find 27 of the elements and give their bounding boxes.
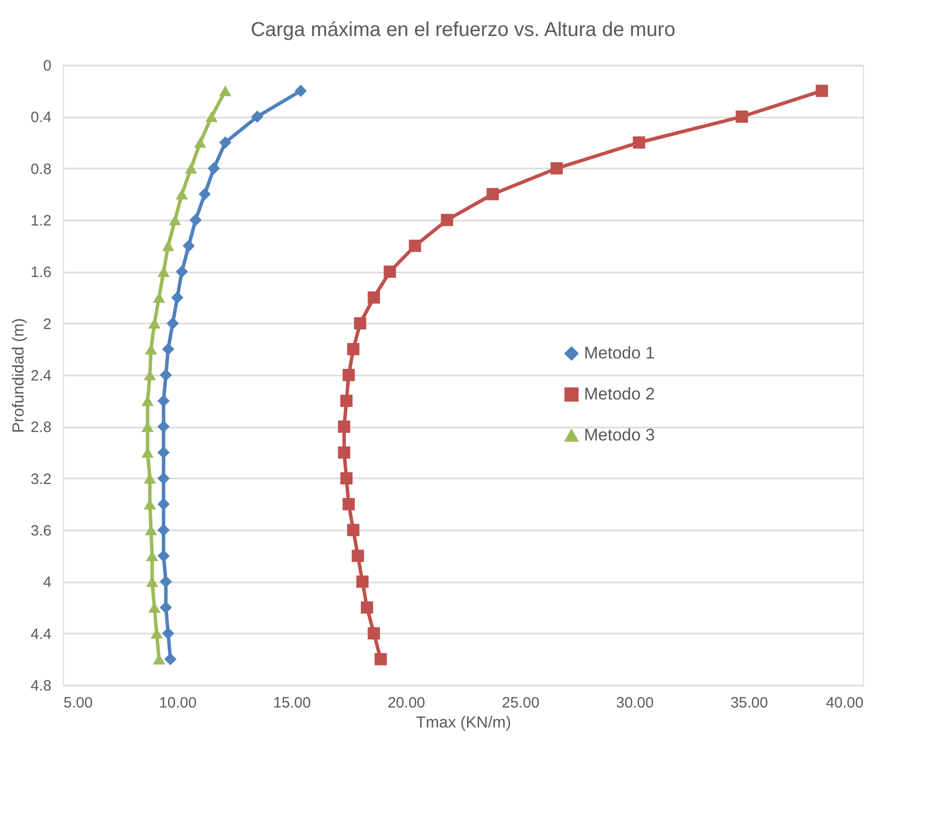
y-tick-label: 3.2 xyxy=(30,470,52,488)
y-axis-title: Profundidad (m) xyxy=(10,318,28,433)
y-tick-label: 3.6 xyxy=(30,522,52,540)
legend-label: Metodo 1 xyxy=(584,344,655,362)
x-tick-label: 40.00 xyxy=(826,694,864,712)
y-tick-label: 0.4 xyxy=(30,109,52,126)
legend-label: Metodo 2 xyxy=(584,384,655,404)
x-tick-label: 20.00 xyxy=(388,694,426,712)
y-tick-label: 4.4 xyxy=(30,626,52,643)
y-tick-label: 0.8 xyxy=(30,160,52,178)
y-tick-label: 2.4 xyxy=(30,368,52,384)
x-axis-title: Tmax (KN/m) xyxy=(416,714,512,732)
y-tick-label: 4.8 xyxy=(30,678,52,694)
y-tick-label: 4 xyxy=(43,574,52,592)
x-tick-label: 15.00 xyxy=(273,694,311,712)
y-tick-label: 2 xyxy=(43,316,52,333)
x-tick-label: 5.00 xyxy=(64,694,93,712)
x-tick-label: 30.00 xyxy=(616,694,654,712)
x-tick-label: 10.00 xyxy=(159,694,197,712)
y-tick-label: 2.8 xyxy=(30,419,52,436)
y-tick-label: 1.6 xyxy=(30,264,52,282)
y-tick-label: 0 xyxy=(43,58,52,74)
x-tick-label: 25.00 xyxy=(502,694,540,712)
x-tick-label: 35.00 xyxy=(730,694,768,712)
y-tick-label: 1.2 xyxy=(30,212,52,230)
chart-title: Carga máxima en el refuerzo vs. Altura de muro xyxy=(250,19,676,41)
legend-label: Metodo 3 xyxy=(584,426,655,444)
